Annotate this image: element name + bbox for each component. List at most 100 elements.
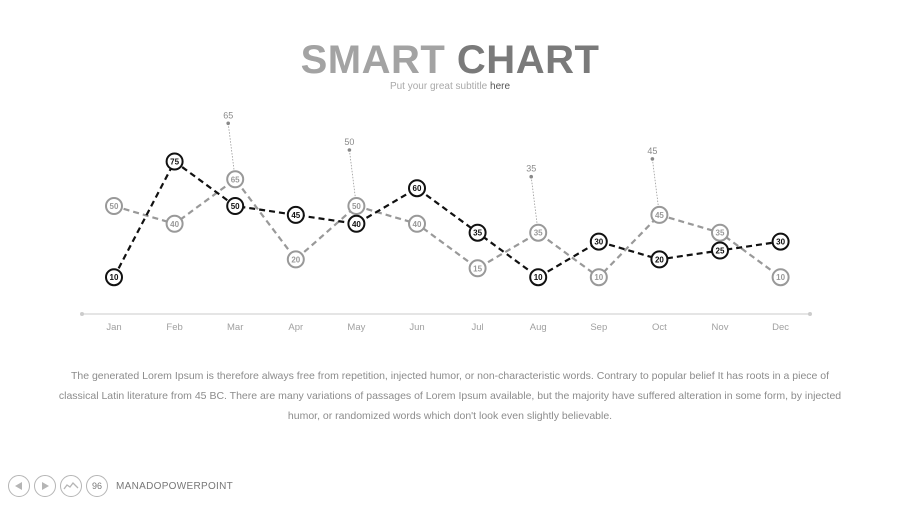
callout-oct: 45 [647,146,661,217]
point-label: 40 [170,220,179,229]
x-tick-label-aug: Aug [530,322,547,333]
point-marker [529,268,548,287]
point-marker [711,223,729,242]
page-subtitle: Put your great subtitle here [0,81,900,92]
data-point-gray-sep: 10 [589,268,608,287]
point-label: 20 [655,255,664,264]
callout-mar: 65 [223,110,237,181]
x-tick-label-jun: Jun [409,322,424,333]
point-label: 35 [534,229,543,238]
point-label: 45 [291,211,300,220]
point-marker [650,205,669,224]
data-point-black-aug: 10 [529,268,548,287]
data-point-gray-dec: 10 [771,268,790,287]
point-marker [771,232,790,251]
data-point-black-jun: 60 [408,179,426,198]
point-marker [347,197,366,215]
x-tick-label-sep: Sep [590,322,607,333]
subtitle-text: Put your great subtitle [389,81,488,92]
point-label: 40 [352,220,361,229]
point-label: 30 [594,238,603,247]
x-tick-label-dec: Dec [772,322,789,333]
data-point-gray-apr: 20 [286,250,305,269]
point-marker [286,205,305,224]
data-point-gray-jan: 50 [105,197,123,215]
data-point-gray-may: 50 [347,197,366,215]
x-tick-label-mar: Mar [227,322,243,333]
point-marker [286,250,305,269]
x-tick-label-jan: Jan [106,322,121,333]
point-label: 50 [110,202,119,211]
callout-label: 50 [344,137,354,147]
point-label: 10 [776,273,785,282]
data-point-black-apr: 45 [286,205,305,224]
point-marker [589,232,608,251]
point-label: 45 [655,211,664,220]
point-label: 25 [716,247,725,256]
point-marker [468,259,487,278]
point-marker [408,214,426,233]
point-label: 40 [413,220,422,229]
data-point-gray-jul: 15 [468,259,487,278]
prev-arrow-icon[interactable] [8,475,30,497]
callout-label: 65 [223,110,233,120]
callout-dot [650,157,655,161]
x-tick-label-apr: Apr [288,322,303,333]
data-point-black-jul: 35 [468,223,487,242]
point-marker [771,268,790,287]
point-marker [347,214,366,233]
series-line-black [113,159,781,279]
callout-label: 45 [647,146,657,156]
callout-leader [349,149,357,207]
title-part-chart: CHART [456,38,600,82]
point-marker [589,268,608,287]
point-label: 10 [110,273,119,282]
point-label: 50 [352,202,361,211]
callout-label: 35 [526,164,536,174]
point-marker [650,250,669,269]
point-label: 35 [716,229,725,238]
callout-dot [347,148,352,152]
data-point-black-dec: 30 [771,232,790,251]
data-point-black-may: 40 [347,214,366,233]
point-label: 50 [231,202,240,211]
callout-aug: 35 [526,164,540,235]
x-tick-label-jul: Jul [472,322,484,333]
point-label: 30 [776,238,785,247]
next-arrow-icon[interactable] [34,475,56,497]
callout-may: 50 [344,137,358,208]
x-tick-label-nov: Nov [712,322,729,333]
callout-dot [226,121,230,126]
data-point-gray-feb: 40 [165,214,184,233]
point-label: 10 [594,273,603,282]
page-title: SMART CHART [0,38,900,83]
page-number: 96 [86,475,108,497]
point-marker [165,214,184,233]
point-label: 75 [170,158,179,167]
x-axis-end-dot [808,312,812,316]
callout-dot [529,174,533,179]
footer-bar: 96 MANADOPOWERPOINT [8,473,233,499]
point-label: 60 [413,184,422,193]
point-marker [711,241,729,260]
data-point-gray-jun: 40 [408,214,426,233]
point-marker [529,223,548,242]
data-point-black-feb: 75 [165,152,184,171]
title-part-smart: SMART [300,38,446,82]
point-label: 10 [534,273,543,282]
data-point-black-jan: 10 [105,268,123,287]
callout-leader [227,123,236,180]
x-axis-start-dot [80,312,84,316]
callout-leader [652,158,660,215]
data-point-black-nov: 25 [711,241,729,260]
chart-wave-icon[interactable] [60,475,82,497]
x-tick-label-oct: Oct [652,322,667,333]
data-point-gray-oct: 45 [650,205,669,224]
point-marker [468,223,487,242]
brand-name: MANADOPOWERPOINT [116,480,234,492]
point-label: 15 [473,264,482,273]
series-line-gray [113,177,782,279]
subtitle-highlight: here [490,81,511,92]
point-label: 65 [231,175,240,184]
callout-leader [530,176,539,233]
